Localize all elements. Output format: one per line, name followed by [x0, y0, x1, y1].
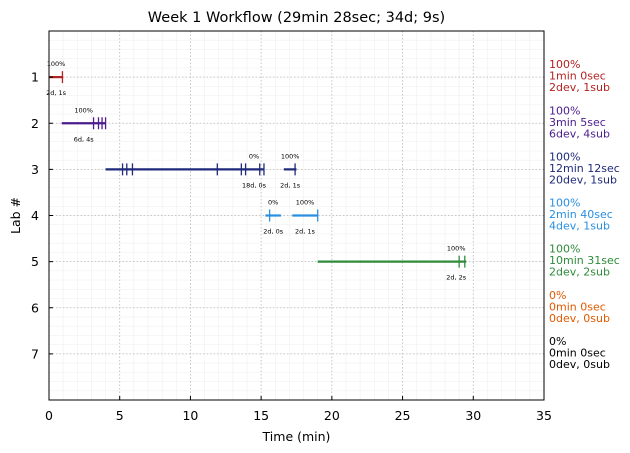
lab-6-summary-line: 0dev, 0sub [549, 312, 610, 325]
lab-5-device-label: 2d, 2s [446, 274, 467, 282]
y-tick-label: 7 [31, 346, 39, 361]
lab-2-summary-line: 3min 5sec [549, 116, 606, 129]
lab-4-percent-label: 100% [296, 199, 315, 207]
lab-2-summary-line: 6dev, 4sub [549, 127, 610, 140]
lab-1-device-label: 2d, 1s [46, 89, 67, 97]
y-tick-label: 2 [31, 116, 39, 131]
y-tick-label: 6 [31, 300, 39, 315]
x-tick-label: 25 [395, 408, 411, 423]
x-axis-label: Time (min) [262, 429, 331, 444]
lab-3-device-label: 18d, 0s [242, 181, 267, 189]
lab-2-device-label: 6d, 4s [74, 135, 95, 143]
lab-3-percent-label: 0% [249, 152, 259, 160]
lab-5-summary-line: 10min 31sec [549, 254, 620, 267]
lab-3-summary-line: 12min 12sec [549, 162, 620, 175]
x-tick-label: 20 [324, 408, 340, 423]
lab-3-device-label: 2d, 1s [280, 181, 301, 189]
lab-2-percent-label: 100% [74, 106, 93, 114]
lab-1-summary-line: 1min 0sec [549, 70, 606, 83]
lab-2-summary-line: 100% [549, 104, 580, 117]
x-tick-label: 30 [465, 408, 481, 423]
axis-ticks: 0 5 10 15 20 25 30 35 1 2 3 4 5 6 7 [31, 70, 552, 423]
x-tick-label: 0 [45, 408, 53, 423]
lab-1-percent-label: 100% [47, 60, 66, 68]
lab-4-summary-line: 100% [549, 197, 580, 210]
y-axis-label: Lab # [8, 197, 23, 234]
chart-title: Week 1 Workflow (29min 28sec; 34d; 9s) [148, 10, 445, 26]
y-tick-label: 4 [31, 208, 39, 223]
lab-7-summary-line: 0min 0sec [549, 346, 606, 359]
lab-5-summary-line: 2dev, 2sub [549, 266, 610, 279]
x-tick-label: 10 [182, 408, 198, 423]
chart-marks: 100% 2d, 1s 100% 6d, 4s 0% 18d, 0s 100% 2d, 1s 0… [46, 60, 467, 282]
lab-7-summary-line: 0% [549, 335, 566, 348]
x-tick-label: 15 [253, 408, 269, 423]
lab-4-device-label: 2d, 0s [263, 228, 284, 236]
minor-grid [49, 30, 544, 401]
x-tick-label: 35 [536, 408, 552, 423]
lab-5-percent-label: 100% [447, 245, 466, 253]
x-tick-label: 5 [116, 408, 124, 423]
lab-3-summary-line: 100% [549, 150, 580, 163]
lab-6-summary-line: 0min 0sec [549, 300, 606, 313]
lab-3-percent-label: 100% [281, 152, 300, 160]
y-tick-label: 1 [31, 70, 39, 85]
lab-5-summary-line: 100% [549, 243, 580, 256]
lab-7-summary-line: 0dev, 0sub [549, 358, 610, 371]
y-tick-label: 5 [31, 254, 39, 269]
lab-4-device-label: 2d, 1s [295, 228, 316, 236]
lab-6-summary-line: 0% [549, 289, 566, 302]
lab-4-summary-line: 4dev, 1sub [549, 220, 610, 233]
lab-3-summary-line: 20dev, 1sub [549, 173, 617, 186]
lab-4-percent-label: 0% [268, 199, 278, 207]
lab-1-summary-line: 2dev, 1sub [549, 81, 610, 94]
lab-1-summary-line: 100% [549, 58, 580, 71]
y-tick-label: 3 [31, 162, 39, 177]
lab-4-summary-line: 2min 40sec [549, 208, 613, 221]
